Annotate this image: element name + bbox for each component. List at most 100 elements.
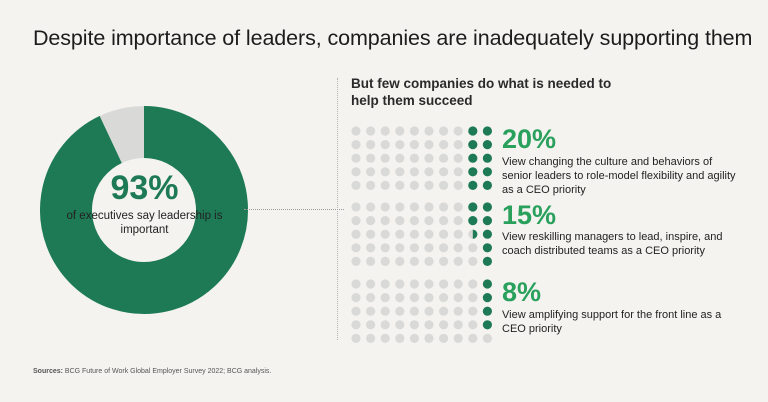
- dot: [439, 216, 449, 226]
- dot: [468, 256, 478, 266]
- dot: [439, 140, 449, 150]
- dot: [395, 167, 405, 177]
- dot: [351, 229, 361, 239]
- dot: [380, 333, 390, 343]
- dot-filled: [482, 167, 492, 177]
- dot-filled: [482, 243, 492, 253]
- dot: [409, 279, 419, 289]
- dot: [453, 229, 463, 239]
- stat-percent-2: 15%: [502, 200, 557, 230]
- dot: [409, 167, 419, 177]
- dot: [380, 279, 390, 289]
- dot: [395, 216, 405, 226]
- dot: [366, 140, 376, 150]
- stat-description-3: View amplifying support for the front li…: [502, 309, 722, 335]
- sources-note: Sources: BCG Future of Work Global Emplo…: [33, 368, 271, 375]
- dot: [380, 306, 390, 316]
- sources-label: Sources:: [33, 368, 63, 375]
- dot: [424, 180, 434, 190]
- donut-center-text: 93% of executives say leadership is impo…: [47, 170, 242, 237]
- dot: [395, 126, 405, 136]
- dot: [424, 167, 434, 177]
- dot: [366, 167, 376, 177]
- dot: [468, 306, 478, 316]
- dot-filled: [468, 140, 478, 150]
- dot: [409, 216, 419, 226]
- dot: [453, 202, 463, 212]
- dot: [351, 153, 361, 163]
- dot: [424, 306, 434, 316]
- dot: [439, 306, 449, 316]
- dot: [351, 216, 361, 226]
- donut-label: of executives say leadership is importan…: [66, 210, 223, 236]
- dot: [424, 279, 434, 289]
- dot: [468, 243, 478, 253]
- dot: [395, 293, 405, 303]
- dot-filled: [482, 279, 492, 289]
- dot: [468, 333, 478, 343]
- dot: [351, 256, 361, 266]
- dot: [409, 306, 419, 316]
- dot: [409, 293, 419, 303]
- dot: [380, 229, 390, 239]
- donut-slice-1: [40, 106, 248, 314]
- dot: [380, 180, 390, 190]
- dot: [453, 279, 463, 289]
- dot-filled: [482, 202, 492, 212]
- dot: [424, 229, 434, 239]
- dot: [351, 333, 361, 343]
- dot: [453, 243, 463, 253]
- dot: [351, 167, 361, 177]
- dot: [453, 180, 463, 190]
- stat-percent-1: 20%: [502, 124, 557, 154]
- dot: [453, 140, 463, 150]
- dot: [439, 243, 449, 253]
- dot: [380, 320, 390, 330]
- dot: [380, 167, 390, 177]
- dot: [351, 320, 361, 330]
- dot: [351, 180, 361, 190]
- dot: [409, 180, 419, 190]
- dot: [366, 256, 376, 266]
- dot: [409, 320, 419, 330]
- dot: [409, 202, 419, 212]
- dot: [351, 202, 361, 212]
- dot: [366, 333, 376, 343]
- dot: [395, 140, 405, 150]
- donut-percent: 93%: [110, 169, 179, 207]
- dot: [439, 126, 449, 136]
- dot: [439, 256, 449, 266]
- dot: [439, 202, 449, 212]
- dot-filled: [482, 293, 492, 303]
- dot: [366, 126, 376, 136]
- dot: [439, 229, 449, 239]
- dot-filled: [482, 306, 492, 316]
- dot: [366, 243, 376, 253]
- dot: [439, 180, 449, 190]
- dot: [395, 153, 405, 163]
- stat-description-2: View reskilling managers to lead, inspir…: [502, 231, 723, 257]
- page-title: Despite importance of leaders, companies…: [33, 26, 753, 50]
- donut-slice-2: [99, 106, 146, 164]
- dot: [366, 153, 376, 163]
- dot: [468, 320, 478, 330]
- dot: [453, 306, 463, 316]
- dot: [395, 306, 405, 316]
- dot-filled: [468, 167, 478, 177]
- dot: [366, 202, 376, 212]
- dot: [453, 320, 463, 330]
- dot: [366, 320, 376, 330]
- dot: [424, 243, 434, 253]
- dot: [453, 293, 463, 303]
- dot: [424, 216, 434, 226]
- dot: [453, 256, 463, 266]
- dot: [380, 153, 390, 163]
- dot: [424, 293, 434, 303]
- dot: [351, 293, 361, 303]
- section-subtitle: But few companies do what is needed to h…: [351, 76, 612, 108]
- donut-chart: [40, 106, 248, 314]
- dot: [366, 293, 376, 303]
- dot: [468, 279, 478, 289]
- dot: [439, 279, 449, 289]
